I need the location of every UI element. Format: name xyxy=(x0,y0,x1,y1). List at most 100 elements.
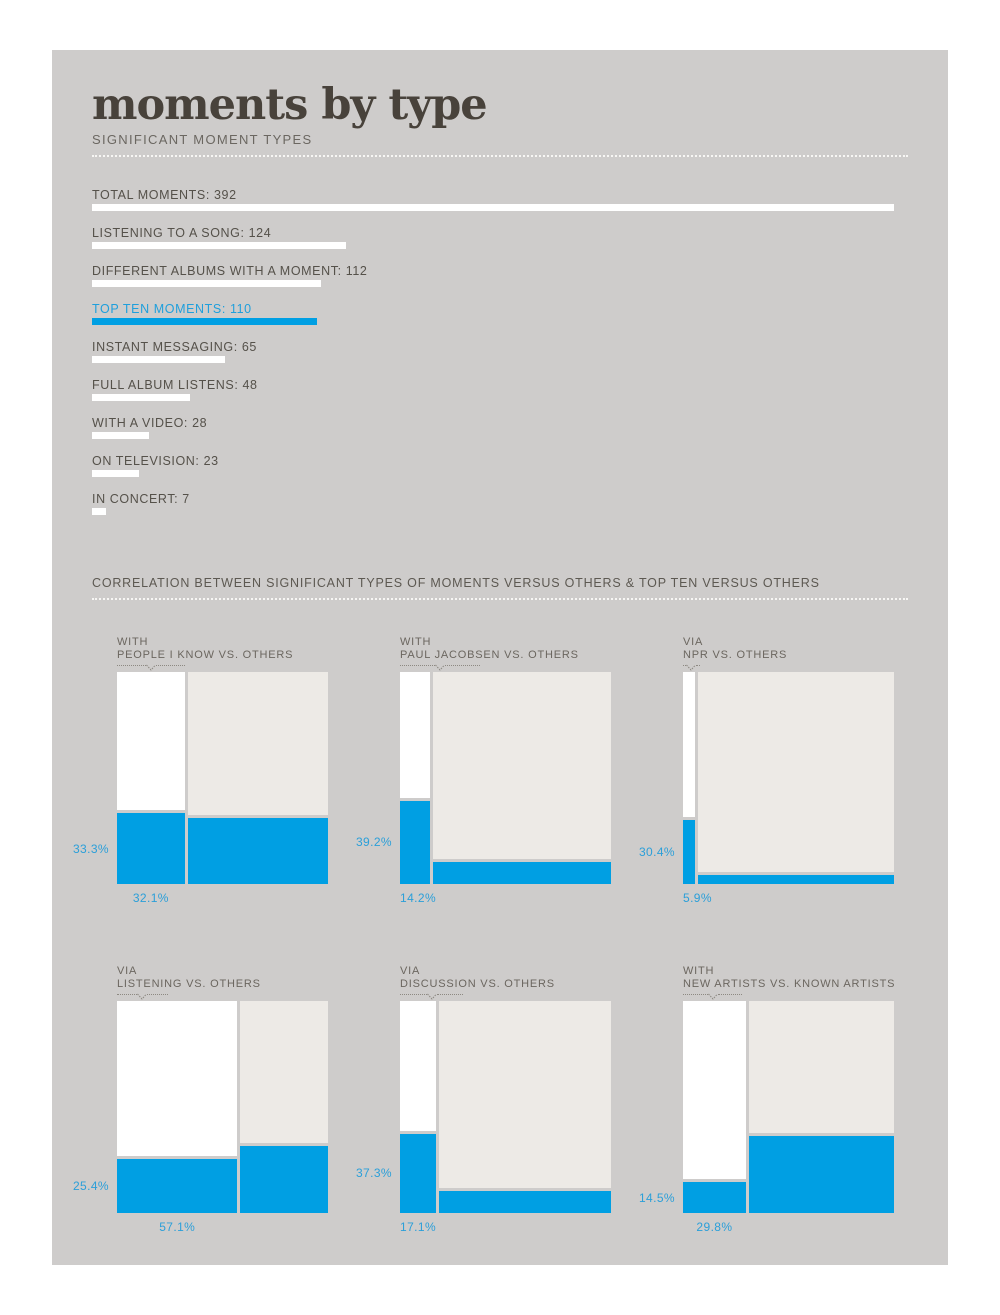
caret-down-icon xyxy=(435,664,445,671)
brace-dotted-segment xyxy=(683,994,708,995)
mosaic-brace xyxy=(400,664,481,671)
bar-label: FULL ALBUM LISTENS: 48 xyxy=(92,378,258,392)
infographic-panel: moments by type SIGNIFICANT MOMENT TYPES… xyxy=(52,50,948,1265)
row-percent-label: 25.4% xyxy=(72,1179,109,1194)
bar-fill xyxy=(92,318,318,325)
mosaic-cell: WITH NEW ARTISTS VS. KNOWN ARTISTS 14.5%… xyxy=(639,965,896,1234)
mosaic-brace xyxy=(683,993,743,1000)
left-column-tile xyxy=(683,1001,746,1180)
right-column-blue xyxy=(748,1135,894,1213)
bar-fill xyxy=(92,356,225,363)
brace-dotted-segment xyxy=(400,665,436,666)
mosaic-cell: VIA NPR VS. OTHERS 30.4% 5.9% xyxy=(639,636,894,905)
brace-dotted-segment xyxy=(400,994,427,995)
brace-dotted-segment xyxy=(717,994,743,995)
mosaic-title: LISTENING VS. OTHERS xyxy=(117,978,261,990)
section-heading: CORRELATION BETWEEN SIGNIFICANT TYPES OF… xyxy=(92,576,820,590)
bar-fill xyxy=(92,470,140,477)
bar-row: ON TELEVISION: 23 xyxy=(92,454,894,477)
brace-dotted-segment xyxy=(117,994,138,995)
bar-label: LISTENING TO A SONG: 124 xyxy=(92,226,272,240)
right-column-blue xyxy=(432,861,611,884)
left-column-tile xyxy=(400,672,430,798)
column-percent-label: 5.9% xyxy=(683,891,712,905)
page-subtitle: SIGNIFICANT MOMENT TYPES xyxy=(92,132,313,147)
mosaic-chart: 30.4% 5.9% xyxy=(639,672,894,905)
right-column-blue xyxy=(187,818,328,884)
mosaic-cell: WITH PAUL JACOBSEN VS. OTHERS 39.2% 14.2… xyxy=(356,636,611,905)
left-column-blue xyxy=(400,1133,437,1213)
right-column-tile xyxy=(240,1001,328,1143)
left-column-blue xyxy=(683,819,696,884)
bar-track xyxy=(92,204,894,211)
mosaic-title-prefix: VIA xyxy=(400,965,421,977)
caret-down-icon xyxy=(707,993,718,1000)
bar-label: ON TELEVISION: 23 xyxy=(92,454,219,468)
brace-dotted-segment xyxy=(117,665,146,666)
mosaic-cell: VIA LISTENING VS. OTHERS 25.4% 57.1% xyxy=(73,965,328,1234)
column-percent-label: 14.2% xyxy=(400,891,437,905)
bar-track xyxy=(92,432,894,439)
bar-row: DIFFERENT ALBUMS WITH A MOMENT: 112 xyxy=(92,264,894,287)
bar-label: IN CONCERT: 7 xyxy=(92,492,190,506)
caret-down-icon xyxy=(137,993,148,1000)
mosaic-chart: 39.2% 14.2% xyxy=(356,672,611,905)
right-column-tile xyxy=(439,1001,611,1188)
bar-track xyxy=(92,394,894,401)
right-column-tile xyxy=(432,672,611,859)
bar-row: WITH A VIDEO: 28 xyxy=(92,416,894,439)
left-column-blue xyxy=(117,1159,238,1213)
mosaic-title-prefix: WITH xyxy=(400,636,432,648)
column-percent-label: 57.1% xyxy=(159,1220,196,1234)
column-percent-label: 17.1% xyxy=(400,1220,437,1234)
bar-fill xyxy=(92,394,191,401)
bar-label: INSTANT MESSAGING: 65 xyxy=(92,340,257,354)
bar-fill xyxy=(92,508,107,515)
mosaic-grid: WITH PEOPLE I KNOW VS. OTHERS 33.3% 32.1… xyxy=(73,636,908,1234)
mosaic-brace xyxy=(117,993,168,1000)
bar-fill xyxy=(92,432,150,439)
bar-row: FULL ALBUM LISTENS: 48 xyxy=(92,378,894,401)
brace-dotted-segment xyxy=(436,994,464,995)
bar-list: TOTAL MOMENTS: 392 LISTENING TO A SONG: … xyxy=(92,188,894,515)
bar-fill xyxy=(92,280,322,287)
mosaic-brace xyxy=(683,664,700,671)
section-dotted-divider xyxy=(92,598,908,600)
bar-row: INSTANT MESSAGING: 65 xyxy=(92,340,894,363)
bar-row: TOTAL MOMENTS: 392 xyxy=(92,188,894,211)
bar-row: TOP TEN MOMENTS: 110 xyxy=(92,302,894,325)
mosaic-brace xyxy=(117,664,185,671)
mosaic-title-prefix: WITH xyxy=(683,965,715,977)
left-column-blue xyxy=(400,800,430,884)
mosaic-title-prefix: VIA xyxy=(117,965,138,977)
bar-track xyxy=(92,318,894,325)
right-column-blue xyxy=(698,874,894,884)
left-column-tile xyxy=(117,672,185,811)
bar-row: IN CONCERT: 7 xyxy=(92,492,894,515)
caret-down-icon xyxy=(426,993,437,1000)
bar-track xyxy=(92,356,894,363)
bar-label: TOP TEN MOMENTS: 110 xyxy=(92,302,252,316)
bar-row: LISTENING TO A SONG: 124 xyxy=(92,226,894,249)
right-column-tile xyxy=(748,1001,894,1133)
mosaic-brace xyxy=(400,993,464,1000)
right-column-blue xyxy=(240,1145,328,1213)
mosaic-chart: 25.4% 57.1% xyxy=(73,1001,328,1234)
mosaic-chart: 37.3% 17.1% xyxy=(356,1001,611,1234)
caret-down-icon xyxy=(686,664,697,671)
bar-track xyxy=(92,242,894,249)
caret-down-icon xyxy=(145,664,156,671)
page-title: moments by type xyxy=(92,80,488,130)
row-percent-label: 30.4% xyxy=(638,844,675,859)
bar-track xyxy=(92,470,894,477)
mosaic-title: NEW ARTISTS VS. KNOWN ARTISTS xyxy=(683,978,896,990)
column-percent-label: 29.8% xyxy=(696,1220,733,1234)
bar-track xyxy=(92,280,894,287)
row-percent-label: 33.3% xyxy=(72,841,109,856)
right-column-tile xyxy=(187,672,328,816)
bar-track xyxy=(92,508,894,515)
brace-dotted-segment xyxy=(696,665,700,666)
bar-label: DIFFERENT ALBUMS WITH A MOMENT: 112 xyxy=(92,264,368,278)
brace-dotted-segment xyxy=(155,665,185,666)
left-column-blue xyxy=(117,813,185,884)
